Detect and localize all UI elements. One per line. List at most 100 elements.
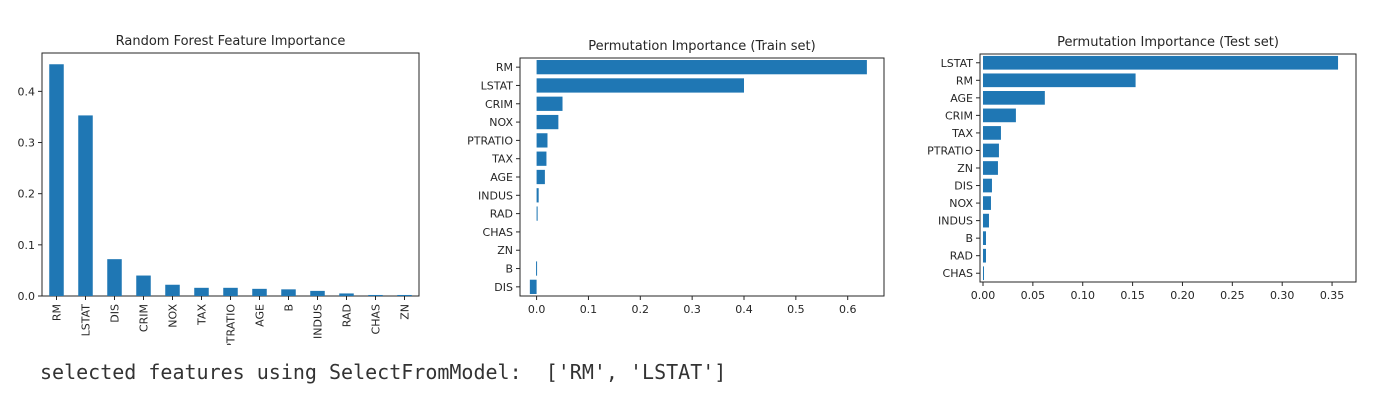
plot-frame [519,57,885,297]
y-tick-label: ZN [957,162,973,175]
y-tick-label: RM [496,61,513,74]
x-tick-label: 0.6 [839,303,857,316]
y-tick-label: NOX [489,116,513,129]
x-tick-label: 0.25 [1220,289,1245,302]
bar-dis [529,279,537,294]
y-tick-label: LSTAT [481,79,514,92]
bar-crim [982,108,1016,123]
y-tick-label: LSTAT [941,57,974,70]
x-tick-label: LSTAT [80,304,93,337]
x-tick-label: 0.15 [1120,289,1145,302]
bar-age [536,169,545,185]
bar-crim [136,275,151,296]
x-tick-label: B [283,304,296,312]
y-tick-label: 0.1 [18,239,36,252]
y-tick-label: B [965,232,973,245]
x-tick-label: 0.30 [1270,289,1295,302]
y-tick-label: 0.3 [18,137,36,150]
bar-indus [982,213,989,228]
bar-tax [536,151,547,166]
x-tick-label: 0.35 [1320,289,1345,302]
plot-frame [41,52,420,297]
bar-rm [536,60,867,75]
random-forest-importance-chart: Random Forest Feature Importance 0.0 0.1 0.… [18,34,420,345]
x-tick-label: AGE [254,304,267,327]
chart-title: Permutation Importance (Train set) [588,39,815,54]
y-tick-label: DIS [494,281,513,294]
x-tick-label: PTRATIO [225,304,238,345]
x-tick-label: 0.10 [1070,289,1095,302]
bar-nox [536,114,559,130]
x-tick-label: TAX [196,304,209,326]
y-tick-label: AGE [950,92,973,105]
x-tick-label: NOX [167,304,180,328]
bar-chas [982,266,984,281]
y-tick-label: PTRATIO [467,134,513,147]
bar-age [252,288,267,296]
y-tick-label: TAX [491,153,513,166]
bar-dis [982,178,992,193]
y-tick-label: 0.0 [18,290,36,303]
x-tick-label: 0.5 [787,303,805,316]
bar-indus [536,188,539,203]
bar-lstat [536,78,744,93]
y-tick-label: INDUS [478,189,513,202]
y-tick-label: CRIM [945,109,973,122]
bar-zn [982,161,998,175]
y-tick-label: NOX [949,197,973,210]
bar-age [982,91,1045,105]
bar-lstat [78,115,93,296]
y-tick-label: TAX [951,127,973,140]
x-tick-label: RAD [341,304,354,327]
bar-ptratio [982,143,999,158]
bar-ptratio [536,133,548,148]
bar-chas [368,294,383,296]
bar-rad [339,293,354,296]
chart-title: Permutation Importance (Test set) [1057,35,1279,50]
x-tick-label: DIS [109,304,122,323]
bar-rm [49,64,64,297]
bar-lstat [982,55,1339,70]
x-tick-label: 0.0 [528,303,546,316]
y-tick-label: PTRATIO [927,144,973,157]
x-tick-label: 0.3 [683,303,701,316]
y-tick-label: CHAS [483,226,513,239]
bar-crim [536,96,563,111]
bar-b [982,231,986,245]
bar-nox [982,196,991,210]
bar-b [536,261,538,276]
y-tick-label: B [505,263,513,276]
y-tick-label: 0.4 [18,85,36,98]
bar-rm [982,73,1136,88]
y-tick-label: 0.2 [18,188,36,201]
y-tick-label: INDUS [938,215,973,228]
y-tick-label: RAD [490,208,513,221]
x-tick-label: RM [51,304,64,321]
plot-frame [979,53,1357,283]
bar-dis [107,259,122,296]
y-tick-label: AGE [490,171,513,184]
permutation-train-chart: Permutation Importance (Train set) RM LSTA… [467,39,885,316]
selected-features-output: selected features using SelectFromModel:… [40,360,727,384]
y-tick-label: RM [956,74,973,87]
bar-rad [982,248,986,263]
bar-rad [536,206,538,221]
x-tick-label: 0.20 [1170,289,1195,302]
x-tick-label: CRIM [138,304,151,332]
y-tick-label: ZN [497,244,513,257]
x-tick-label: 0.00 [971,289,996,302]
y-tick-label: CHAS [943,267,973,280]
bar-b [281,289,296,296]
x-tick-label: 0.2 [632,303,650,316]
bar-zn [397,294,412,296]
permutation-test-chart: Permutation Importance (Test set) LSTAT RM… [927,35,1357,302]
bar-tax [194,287,209,296]
y-tick-label: CRIM [485,98,513,111]
x-tick-label: 0.05 [1021,289,1046,302]
y-tick-label: RAD [950,250,973,263]
y-tick-label: DIS [954,180,973,193]
bar-ptratio [223,287,238,296]
x-tick-label: INDUS [312,304,325,339]
x-tick-label: ZN [399,304,412,320]
x-tick-label: 0.4 [735,303,753,316]
